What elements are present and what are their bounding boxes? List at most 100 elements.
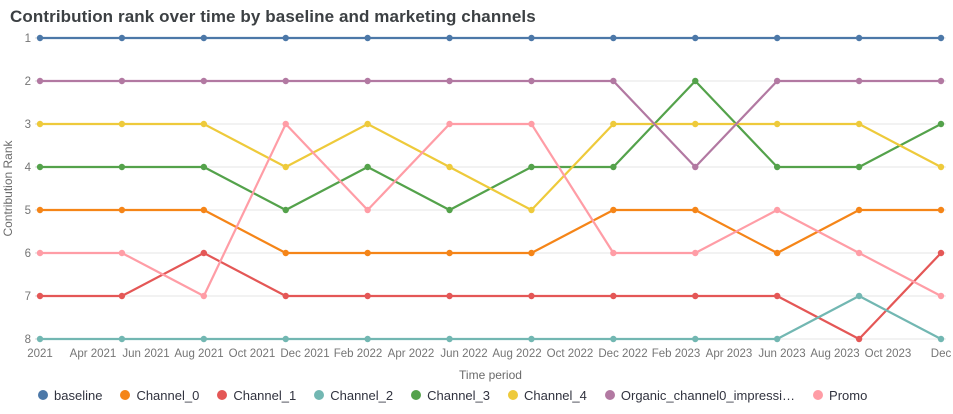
data-point-channel-4: [855, 120, 863, 128]
x-tick-label: Dec 2021: [280, 348, 329, 360]
legend-swatch-icon: [508, 390, 518, 400]
data-point-baseline: [692, 34, 699, 42]
x-tick-label: Oct 2023: [865, 348, 912, 360]
legend-label: baseline: [54, 387, 103, 403]
data-point-channel-4: [200, 120, 208, 128]
data-point-channel-1: [282, 292, 289, 300]
data-point-channel-1: [528, 292, 535, 300]
data-point-channel-2: [118, 335, 126, 343]
data-point-channel-3: [528, 163, 535, 171]
data-point-baseline: [364, 34, 371, 42]
data-point-channel-0: [855, 206, 863, 214]
y-tick-label: 1: [25, 33, 31, 45]
data-point-promo: [364, 206, 371, 214]
x-tick-label: Aug 2022: [492, 348, 541, 360]
data-point-channel-3: [610, 163, 617, 171]
data-point-channel-4: [773, 120, 781, 128]
data-point-channel-2: [446, 335, 453, 343]
x-tick-label: Oct 2021: [229, 348, 276, 360]
data-point-organic-channel0-impressi: [446, 77, 453, 85]
data-point-channel-2: [36, 335, 44, 343]
legend-swatch-icon: [813, 390, 824, 400]
data-point-promo: [118, 249, 126, 257]
chart-title: Contribution rank over time by baseline …: [10, 7, 536, 26]
data-point-channel-2: [528, 335, 535, 343]
data-point-organic-channel0-impressi: [855, 77, 863, 85]
data-point-baseline: [773, 34, 781, 42]
x-tick-label: Dec: [931, 348, 952, 360]
legend-swatch-icon: [314, 390, 325, 400]
series-line-organic-channel0-impressi: [38, 79, 943, 169]
data-point-channel-2: [364, 335, 371, 343]
legend-label: Channel_0: [136, 387, 200, 403]
data-point-channel-0: [773, 249, 781, 257]
data-point-channel-4: [610, 120, 617, 128]
data-point-channel-2: [855, 292, 863, 300]
data-point-channel-0: [610, 206, 617, 214]
data-point-channel-1: [364, 292, 371, 300]
data-point-promo: [200, 292, 208, 300]
x-tick-label: Apr 2022: [388, 348, 435, 360]
legend-item-channel-2[interactable]: Channel_2: [314, 388, 393, 403]
x-tick-label: 2021: [27, 348, 53, 360]
legend-item-channel-1[interactable]: Channel_1: [217, 388, 296, 403]
data-point-channel-3: [364, 163, 371, 171]
data-point-organic-channel0-impressi: [118, 77, 126, 85]
legend-item-channel-4[interactable]: Channel_4: [508, 388, 587, 403]
legend-item-channel-0[interactable]: Channel_0: [120, 388, 199, 403]
data-point-promo: [855, 249, 863, 257]
data-point-channel-4: [118, 120, 126, 128]
data-point-channel-1: [855, 335, 863, 343]
data-point-channel-2: [773, 335, 781, 343]
legend-swatch-icon: [120, 390, 131, 400]
data-point-baseline: [118, 34, 126, 42]
legend-item-organic-channel0-impressi[interactable]: Organic_channel0_impressi…: [604, 388, 795, 403]
data-point-baseline: [36, 34, 44, 42]
data-point-channel-2: [610, 335, 617, 343]
y-tick-label: 2: [25, 76, 31, 88]
data-point-channel-4: [528, 206, 535, 214]
y-tick-label: 7: [25, 291, 31, 303]
data-point-promo: [36, 249, 44, 257]
data-point-channel-0: [446, 249, 453, 257]
data-point-organic-channel0-impressi: [200, 77, 208, 85]
legend-item-baseline[interactable]: baseline: [38, 388, 102, 403]
data-point-channel-3: [692, 77, 699, 85]
data-point-organic-channel0-impressi: [937, 77, 945, 85]
data-point-channel-3: [118, 163, 126, 171]
data-point-channel-1: [773, 292, 781, 300]
legend-swatch-icon: [604, 390, 615, 400]
legend-label: Channel_2: [330, 387, 394, 403]
data-point-channel-1: [610, 292, 617, 300]
data-point-baseline: [855, 34, 863, 42]
y-tick-label: 5: [25, 205, 31, 217]
series-line-promo: [38, 122, 943, 298]
legend-item-promo[interactable]: Promo: [813, 388, 867, 403]
data-point-channel-0: [36, 206, 44, 214]
data-point-channel-1: [446, 292, 453, 300]
data-point-channel-4: [446, 163, 453, 171]
legend-label: Promo: [829, 387, 868, 403]
data-point-organic-channel0-impressi: [364, 77, 371, 85]
x-axis-title: Time period: [459, 368, 522, 382]
x-tick-label: Jun 2022: [440, 348, 487, 360]
data-point-channel-1: [118, 292, 126, 300]
data-point-channel-1: [937, 249, 945, 257]
y-axis-title: Contribution Rank: [1, 139, 15, 236]
x-tick-label: Feb 2023: [652, 348, 701, 360]
x-tick-label: Apr 2023: [706, 348, 753, 360]
data-point-promo: [773, 206, 781, 214]
y-tick-label: 3: [25, 119, 31, 131]
data-point-channel-0: [364, 249, 371, 257]
series-line-channel-1: [38, 251, 943, 341]
data-point-baseline: [282, 34, 289, 42]
data-point-promo: [528, 120, 535, 128]
data-point-organic-channel0-impressi: [282, 77, 289, 85]
data-point-promo: [446, 120, 453, 128]
y-tick-label: 6: [25, 248, 31, 260]
data-point-channel-4: [36, 120, 44, 128]
legend-item-channel-3[interactable]: Channel_3: [411, 388, 490, 403]
data-point-channel-4: [282, 163, 289, 171]
y-tick-label: 4: [25, 162, 32, 174]
data-point-organic-channel0-impressi: [610, 77, 617, 85]
